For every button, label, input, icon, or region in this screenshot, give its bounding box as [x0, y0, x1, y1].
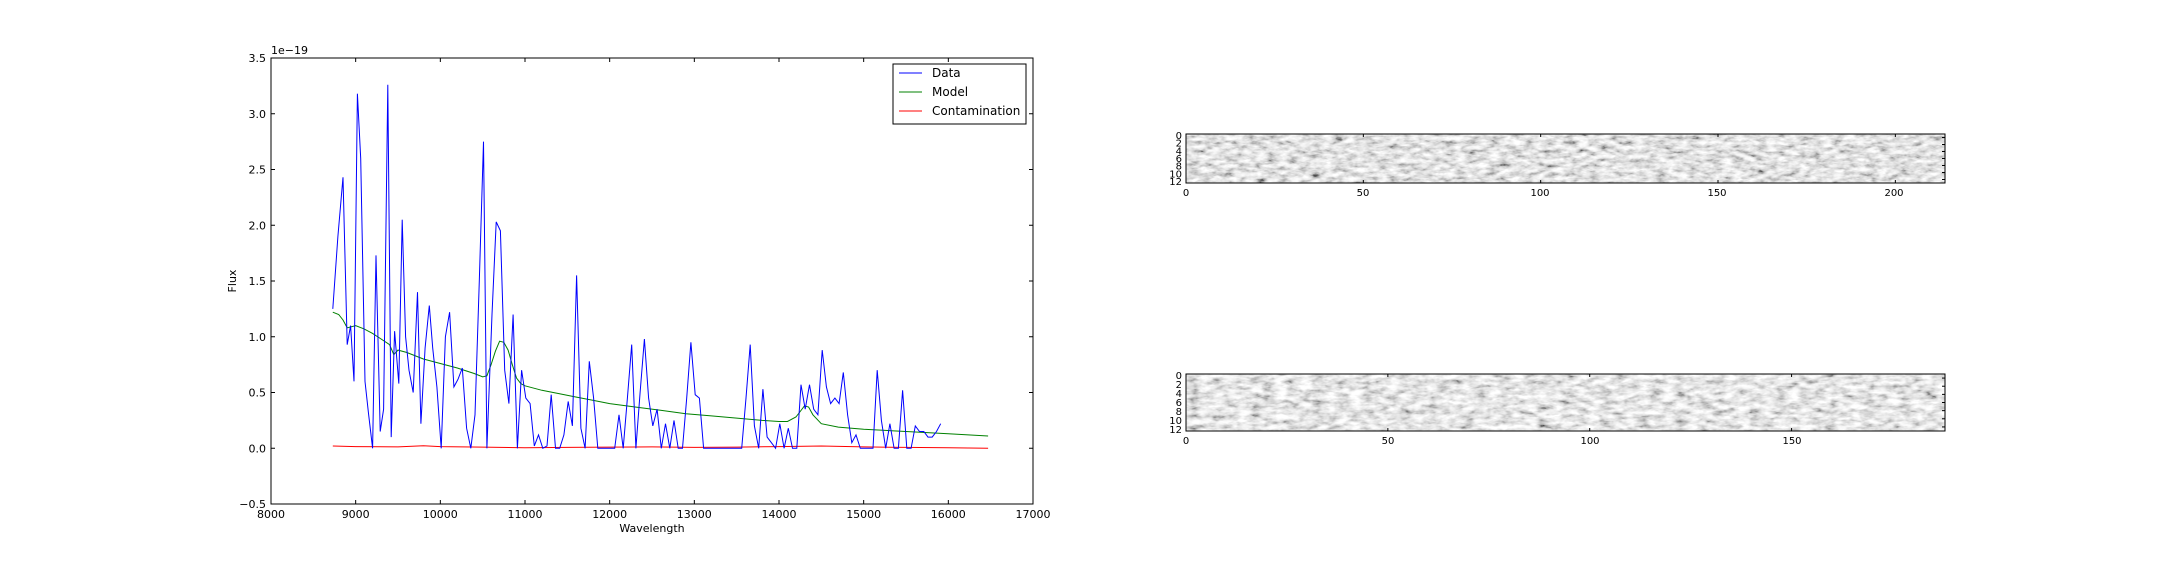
- plot-frame: [270, 57, 1034, 505]
- x-tick-label: 17000: [1016, 508, 1051, 521]
- y-tick-label: 0.5: [249, 387, 267, 400]
- y-tick-label: 3.0: [249, 108, 267, 121]
- x-tick-label: 50: [1382, 436, 1395, 447]
- y-tick-label: 0: [1176, 371, 1182, 382]
- y-tick-label: 6: [1176, 398, 1182, 409]
- legend-label-model: Model: [932, 85, 968, 99]
- x-tick-label: 8000: [257, 508, 285, 521]
- y-tick-labels: 0 2 4 6 8 10 12: [1169, 371, 1182, 436]
- y-tick-label: 0.0: [249, 442, 267, 455]
- x-tick-label: 200: [1884, 188, 1903, 199]
- x-tick-label: 9000: [342, 508, 370, 521]
- x-tick-labels: 8000 9000 10000 11000 12000 13000 14000 …: [257, 508, 1051, 521]
- image-pixels: [1186, 374, 1945, 431]
- x-tick-label: 10000: [423, 508, 458, 521]
- y-tick-label: 3.5: [249, 52, 267, 65]
- x-tick-label: 11000: [508, 508, 543, 521]
- y-tick-label: 2.5: [249, 164, 267, 177]
- legend: Data Model Contamination: [892, 63, 1027, 125]
- y-tick-label: 2: [1176, 380, 1182, 391]
- y-offset-label: 1e−19: [271, 44, 308, 57]
- x-tick-label: 16000: [931, 508, 966, 521]
- legend-box: [892, 63, 1027, 125]
- y-tick-label: 2: [1176, 139, 1182, 150]
- y-tick-label: 12: [1169, 425, 1182, 436]
- x-tick-label: 50: [1357, 188, 1370, 199]
- y-tick-label: 6: [1176, 154, 1182, 165]
- y-tick-label: −0.5: [239, 498, 266, 511]
- image-pixels: [1186, 134, 1945, 183]
- x-tick-label: 13000: [677, 508, 712, 521]
- y-tick-label: 1.0: [249, 331, 267, 344]
- x-tick-label: 150: [1782, 436, 1801, 447]
- y-tick-label: 2.0: [249, 219, 267, 232]
- y-tick-label: 0: [1176, 131, 1182, 142]
- x-tick-label: 150: [1707, 188, 1726, 199]
- y-tick-label: 10: [1169, 416, 1182, 427]
- x-tick-label: 0: [1183, 188, 1189, 199]
- spectrum-image-bottom: 0 50 100 150 0 2 4 6 8 10 12: [1169, 371, 1946, 447]
- y-tick-label: 1.5: [249, 275, 267, 288]
- y-tick-label: 10: [1169, 169, 1182, 180]
- y-axis-label: Flux: [226, 269, 239, 292]
- legend-label-data: Data: [932, 66, 961, 80]
- x-tick-label: 12000: [592, 508, 627, 521]
- x-tick-labels: 0 50 100 150 200: [1183, 188, 1904, 199]
- legend-label-contamination: Contamination: [932, 104, 1020, 118]
- x-tick-label: 100: [1580, 436, 1599, 447]
- x-tick-label: 100: [1530, 188, 1549, 199]
- y-tick-label: 4: [1176, 146, 1182, 157]
- spectrum-plot: 8000 9000 10000 11000 12000 13000 14000 …: [226, 44, 1051, 535]
- y-tick-label: 8: [1176, 162, 1182, 173]
- y-tick-label: 12: [1169, 177, 1182, 188]
- x-tick-label: 0: [1183, 436, 1189, 447]
- x-tick-label: 15000: [846, 508, 881, 521]
- y-tick-label: 8: [1176, 407, 1182, 418]
- y-tick-labels: −0.5 0.0 0.5 1.0 1.5 2.0 2.5 3.0 3.5: [239, 52, 266, 511]
- y-tick-labels: 0 2 4 6 8 10 12: [1169, 131, 1182, 188]
- x-tick-label: 14000: [762, 508, 797, 521]
- x-tick-labels: 0 50 100 150: [1183, 436, 1802, 447]
- spectrum-image-top: 0 50 100 150 200 0 2 4 6 8 10 12: [1169, 131, 1946, 199]
- y-tick-label: 4: [1176, 389, 1182, 400]
- contamination-line: [332, 445, 989, 449]
- data-line: [332, 84, 942, 450]
- x-axis-label: Wavelength: [619, 522, 684, 535]
